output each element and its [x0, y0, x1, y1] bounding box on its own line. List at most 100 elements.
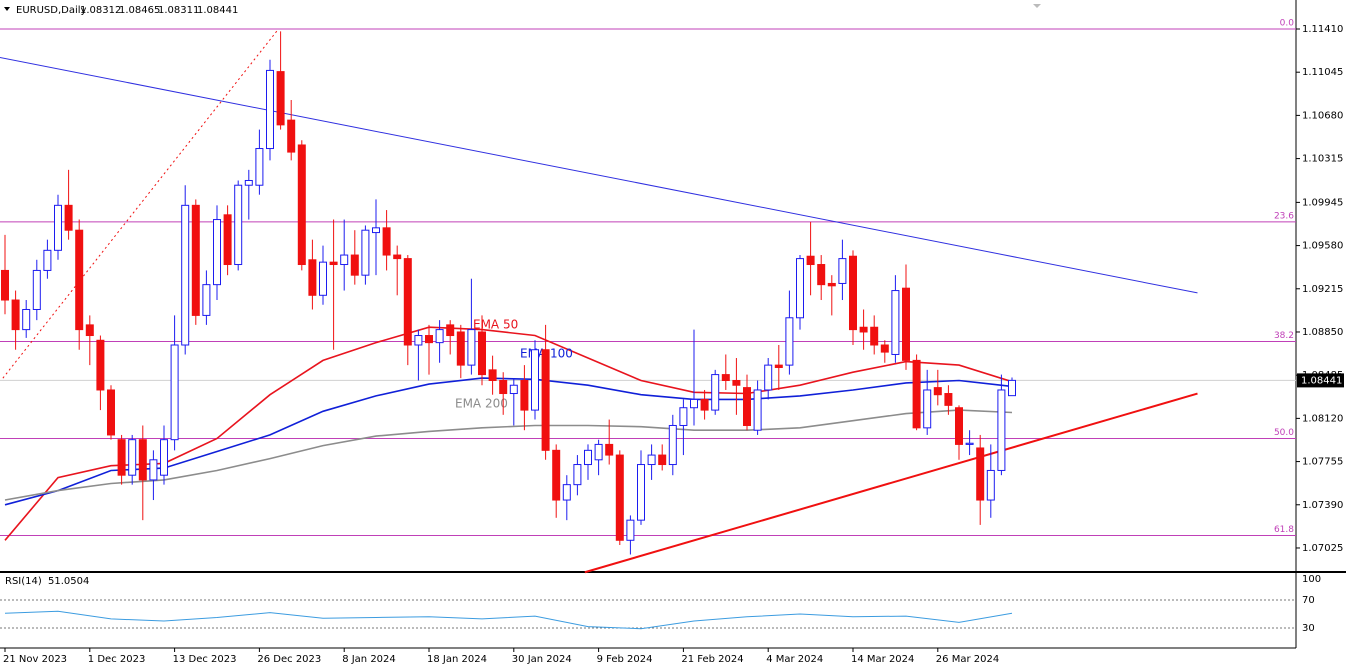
candle-body	[552, 449, 561, 501]
x-tick-label: 8 Jan 2024	[342, 654, 396, 665]
y-tick-label: 1.09945	[1302, 197, 1343, 208]
candle-body	[202, 284, 211, 316]
candle-body	[149, 459, 158, 481]
candle-body	[584, 449, 592, 466]
x-tick-label: 26 Mar 2024	[936, 654, 999, 665]
fib-label: 0.0	[1280, 18, 1295, 28]
y-tick-label: 1.07755	[1302, 457, 1343, 468]
candle-body	[393, 254, 402, 260]
y-tick-label: 1.09580	[1302, 241, 1343, 252]
candle-body	[11, 299, 20, 331]
x-tick-label: 1 Dec 2023	[88, 654, 146, 665]
candle-body	[594, 443, 603, 461]
rsi-name: RSI(14)	[5, 576, 42, 587]
candle-body	[658, 454, 667, 466]
ema-line	[4, 409, 1013, 501]
high: 1.08465	[119, 5, 160, 16]
candle-body	[425, 335, 433, 344]
candle-body	[753, 389, 762, 431]
candle-body	[138, 439, 147, 481]
candle-body	[319, 261, 327, 296]
candle-body	[64, 204, 73, 231]
trendline	[584, 392, 1198, 574]
candle-body	[541, 349, 550, 451]
candle-body	[467, 329, 476, 366]
candle-body	[827, 282, 836, 287]
candle-body	[965, 442, 974, 445]
candle-body	[117, 439, 126, 476]
candle-body	[488, 369, 497, 382]
price-box	[1297, 373, 1344, 388]
menu-arrow[interactable]	[4, 7, 10, 11]
x-tick-label: 18 Jan 2024	[427, 654, 487, 665]
candle-body	[796, 258, 804, 319]
candle-body	[266, 69, 274, 150]
close: 1.08441	[197, 5, 238, 16]
rsi-value: 51.0504	[48, 576, 89, 587]
open: 1.08312	[80, 5, 121, 16]
candle-body	[817, 264, 826, 286]
x-tick-label: 21 Feb 2024	[681, 654, 743, 665]
scroll-marker	[1033, 4, 1041, 8]
candle-body	[1, 269, 9, 301]
candle-body	[870, 326, 879, 346]
ema-label: EMA 50	[473, 318, 518, 332]
candle-body	[1008, 379, 1016, 397]
candle-body	[605, 443, 614, 456]
y-tick-label: 1.07390	[1302, 500, 1343, 511]
price-box-label: 1.08441	[1301, 375, 1342, 386]
candle-body	[234, 184, 243, 266]
candle-body	[573, 464, 582, 486]
candle-body	[244, 179, 253, 186]
header: EURUSD,Daily 1.08312 1.08465 1.08311 1.0…	[5, 5, 238, 587]
candle-body	[181, 204, 190, 346]
candle-body	[22, 308, 31, 331]
candle-body	[668, 424, 677, 466]
candle-body	[732, 380, 741, 386]
candle-body	[435, 329, 444, 344]
candle-body	[912, 359, 921, 429]
candle-body	[478, 331, 486, 376]
candle-body	[721, 374, 730, 382]
fib-label: 50.0	[1274, 428, 1294, 438]
candle-body	[350, 254, 359, 276]
candle-body	[626, 519, 635, 541]
candle-body	[520, 380, 529, 411]
ema-label: EMA 200	[455, 397, 508, 411]
y-tick-label: 1.11410	[1302, 24, 1343, 35]
candle-body	[509, 384, 518, 395]
candle-body	[96, 339, 105, 391]
candle-body	[32, 269, 41, 310]
candle-body	[403, 258, 412, 346]
candle-body	[191, 204, 200, 316]
candle-body	[679, 407, 688, 426]
candle-body	[615, 454, 624, 541]
candle-body	[531, 349, 539, 411]
candle-body	[446, 324, 455, 337]
x-tick-label: 13 Dec 2023	[173, 654, 237, 665]
rsi-line	[4, 610, 1013, 630]
candle-body	[849, 255, 857, 331]
candle-body	[880, 344, 889, 353]
candle-body	[255, 148, 264, 186]
y-tick-label: 1.10680	[1302, 110, 1343, 121]
x-tick-label: 9 Feb 2024	[597, 654, 653, 665]
candle-body	[690, 398, 698, 409]
symbol: EURUSD,Daily	[16, 5, 87, 16]
candle-body	[637, 464, 645, 521]
candle-body	[647, 454, 656, 466]
candle-body	[986, 469, 995, 501]
y-tick-label: 1.11045	[1302, 67, 1343, 78]
candle-body	[806, 255, 815, 266]
candle-body	[85, 324, 94, 337]
y-tick-label: 1.09215	[1302, 284, 1343, 295]
x-tick-label: 30 Jan 2024	[512, 654, 572, 665]
candle-body	[160, 439, 168, 476]
candle-body	[955, 407, 963, 445]
rsi-tick-label: 30	[1302, 623, 1315, 634]
candle-body	[562, 484, 571, 501]
low: 1.08311	[158, 5, 199, 16]
